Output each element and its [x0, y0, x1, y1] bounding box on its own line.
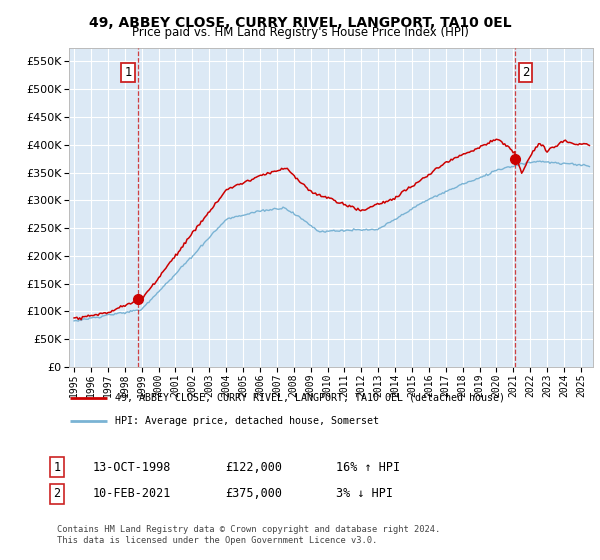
Text: Price paid vs. HM Land Registry's House Price Index (HPI): Price paid vs. HM Land Registry's House …: [131, 26, 469, 39]
Text: 49, ABBEY CLOSE, CURRY RIVEL, LANGPORT, TA10 0EL (detached house): 49, ABBEY CLOSE, CURRY RIVEL, LANGPORT, …: [115, 393, 505, 403]
Text: 3% ↓ HPI: 3% ↓ HPI: [336, 487, 393, 501]
Text: 2: 2: [53, 487, 61, 501]
Text: 2: 2: [522, 66, 529, 79]
Text: HPI: Average price, detached house, Somerset: HPI: Average price, detached house, Some…: [115, 417, 379, 426]
Text: 1: 1: [53, 460, 61, 474]
Text: Contains HM Land Registry data © Crown copyright and database right 2024.
This d: Contains HM Land Registry data © Crown c…: [57, 525, 440, 545]
Text: 13-OCT-1998: 13-OCT-1998: [93, 460, 172, 474]
Text: 16% ↑ HPI: 16% ↑ HPI: [336, 460, 400, 474]
Text: 10-FEB-2021: 10-FEB-2021: [93, 487, 172, 501]
Text: £375,000: £375,000: [225, 487, 282, 501]
Text: 1: 1: [124, 66, 132, 79]
Text: £122,000: £122,000: [225, 460, 282, 474]
Text: 49, ABBEY CLOSE, CURRY RIVEL, LANGPORT, TA10 0EL: 49, ABBEY CLOSE, CURRY RIVEL, LANGPORT, …: [89, 16, 511, 30]
